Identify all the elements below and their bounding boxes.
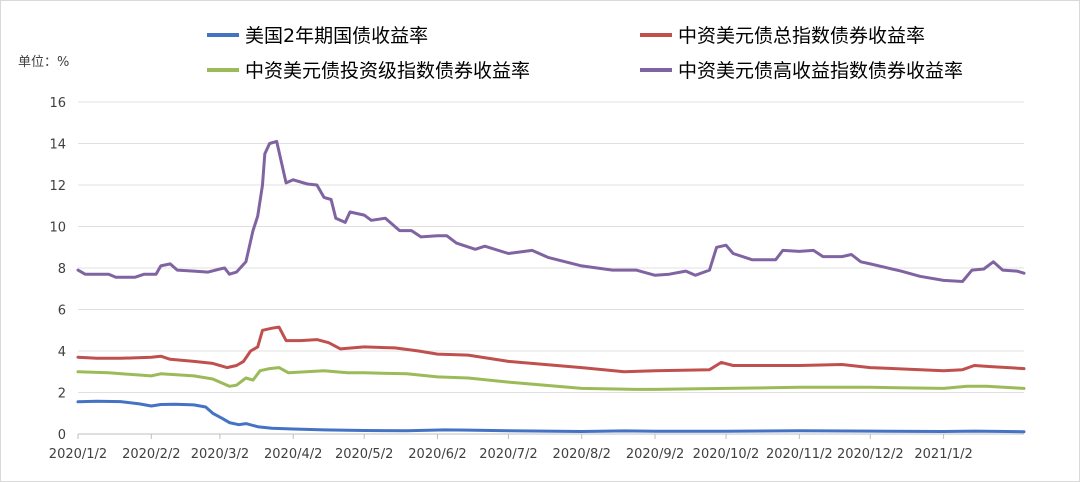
- series-line-3: [76, 366, 1026, 391]
- x-tick-label: 2020/8/2: [553, 447, 611, 462]
- y-tick-label: 4: [58, 345, 66, 360]
- x-tick-label: 2020/2/2: [122, 447, 180, 462]
- x-tick-label: 2020/1/2: [49, 447, 107, 462]
- x-axis-ticks: 2020/1/2 2020/2/2 2020/3/2 2020/4/2 2020/5/2…: [49, 434, 973, 462]
- x-tick-label: 2020/7/2: [479, 447, 537, 462]
- y-tick-label: 10: [49, 221, 66, 236]
- x-tick-label: 2020/5/2: [335, 447, 393, 462]
- series-line-2: [76, 325, 1026, 374]
- y-tick-label: 16: [49, 96, 66, 111]
- legend-label-4: 中资美元债高收益指数债券收益率: [678, 60, 963, 82]
- series-line-1: [76, 399, 1026, 434]
- x-tick-label: 2020/11/2: [766, 447, 833, 462]
- y-axis-ticks: 0 2 4 6 8 10 12 14 16: [49, 96, 66, 443]
- x-tick-label: 2020/4/2: [264, 447, 322, 462]
- gridlines: [78, 101, 1024, 435]
- y-tick-label: 12: [49, 179, 66, 194]
- x-tick-label: 2020/3/2: [191, 447, 249, 462]
- series-line-4: [76, 139, 1026, 283]
- y-tick-label: 14: [49, 138, 66, 153]
- y-tick-label: 0: [58, 428, 66, 443]
- x-tick-label: 2021/1/2: [914, 447, 972, 462]
- x-tick-label: 2020/10/2: [693, 447, 760, 462]
- y-tick-label: 6: [58, 304, 66, 319]
- x-tick-label: 2020/12/2: [837, 447, 904, 462]
- y-tick-label: 2: [58, 387, 66, 402]
- legend-label-1: 美国2年期国债收益率: [245, 25, 428, 47]
- legend-label-3: 中资美元债投资级指数债券收益率: [245, 60, 530, 82]
- x-tick-label: 2020/9/2: [626, 447, 684, 462]
- y-tick-label: 8: [58, 262, 66, 277]
- unit-label: 单位：%: [18, 55, 69, 70]
- legend-label-2: 中资美元债总指数债券收益率: [678, 25, 925, 47]
- x-tick-label: 2020/6/2: [408, 447, 466, 462]
- series-lines: [76, 139, 1026, 434]
